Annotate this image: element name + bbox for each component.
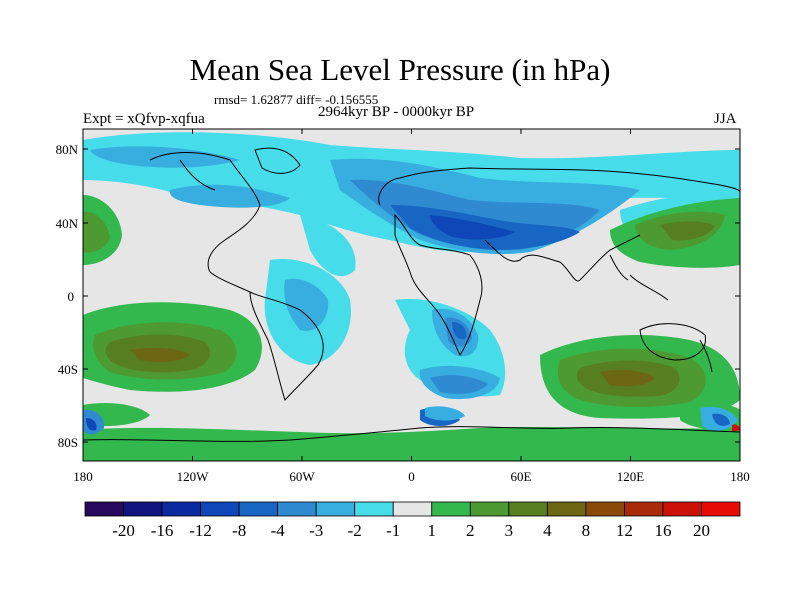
contour-level-plus4 — [130, 347, 655, 387]
lon-tick-label: 0 — [408, 469, 415, 484]
colorbar-label: -16 — [151, 521, 174, 540]
lat-tick-label: 80N — [56, 142, 79, 157]
colorbar-swatch — [123, 501, 163, 517]
lat-tick-label: 40S — [58, 362, 78, 377]
colorbar-label: -8 — [232, 521, 246, 540]
map-plot-area — [83, 129, 740, 461]
map-title: Mean Sea Level Pressure (in hPa) — [189, 52, 611, 87]
colorbar-label: -2 — [348, 521, 362, 540]
colorbar-swatch — [508, 501, 548, 517]
colorbar-swatch — [546, 501, 587, 517]
colorbar-label: 20 — [693, 521, 710, 540]
colorbar-swatch — [238, 501, 279, 517]
colorbar-swatch — [200, 501, 240, 517]
colorbar-swatch — [84, 501, 124, 517]
colorbar-swatch — [354, 501, 394, 517]
antarctic-lows — [83, 406, 740, 435]
colorbar-swatch — [469, 501, 510, 517]
colorbar-swatch — [585, 501, 625, 517]
lon-tick-label: 180 — [73, 469, 93, 484]
colorbar-label: 4 — [543, 521, 552, 540]
colorbar-label: 3 — [505, 521, 514, 540]
colorbar-label: -12 — [189, 521, 212, 540]
colorbar-label: 2 — [466, 521, 475, 540]
lat-tick-label: 0 — [68, 289, 75, 304]
experiment-label: Expt = xQfvp-xqfua — [83, 111, 205, 127]
colorbar-label: -1 — [386, 521, 400, 540]
rmsd-diff-stats: rmsd= 1.62877 diff= -0.156555 — [214, 92, 379, 107]
lon-tick-label: 60E — [511, 469, 532, 484]
lon-tick-label: 180 — [730, 469, 750, 484]
longitude-axis: 180 120W 60W 0 60E 120E 180 — [73, 129, 750, 484]
colorbar-swatch — [431, 501, 471, 517]
colorbar-swatch — [315, 501, 356, 517]
latitude-axis: 80N 40N 0 40S 80S — [56, 142, 740, 450]
colorbar-swatch — [662, 501, 702, 517]
colorbar-label: 16 — [654, 521, 671, 540]
colorbar-swatch — [161, 501, 201, 517]
lon-tick-label: 120W — [177, 469, 210, 484]
colorbar-swatch — [392, 501, 433, 517]
colorbar-label: -20 — [112, 521, 135, 540]
colorbar-label: 1 — [428, 521, 437, 540]
lat-tick-label: 40N — [56, 216, 79, 231]
colorbar-swatch — [701, 501, 741, 517]
time-period: 2964kyr BP - 0000kyr BP — [318, 104, 475, 120]
colorbar: -20 -16 -12 -8 -4 -3 -2 -1 1 2 3 4 8 12 16 20 — [84, 501, 741, 540]
lat-tick-label: 80S — [58, 435, 78, 450]
lon-tick-label: 120E — [617, 469, 645, 484]
colorbar-label: 8 — [582, 521, 591, 540]
colorbar-label: -3 — [309, 521, 323, 540]
contour-level-minus8 — [430, 215, 515, 240]
season-label: JJA — [714, 111, 737, 127]
lon-tick-label: 60W — [289, 469, 315, 484]
colorbar-label: -4 — [271, 521, 286, 540]
colorbar-swatch — [624, 501, 664, 517]
colorbar-swatch — [277, 501, 317, 517]
colorbar-label: 12 — [616, 521, 633, 540]
coastlines — [83, 147, 740, 442]
